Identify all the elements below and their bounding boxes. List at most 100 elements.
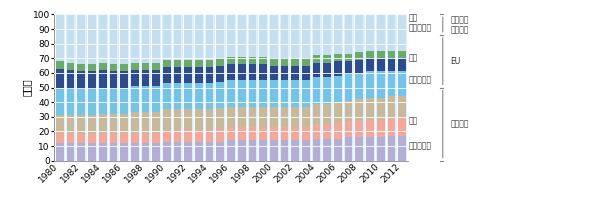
Bar — [259, 80, 267, 107]
Bar — [323, 14, 331, 55]
Bar — [142, 70, 149, 86]
Bar — [377, 71, 385, 98]
Bar — [238, 107, 245, 127]
Bar — [388, 14, 395, 51]
Bar — [292, 58, 299, 66]
Bar — [77, 14, 85, 64]
Bar — [173, 142, 181, 161]
Bar — [163, 14, 170, 60]
Bar — [217, 14, 224, 58]
Bar — [270, 140, 278, 161]
Bar — [152, 143, 160, 161]
Text: 域内: 域内 — [409, 14, 418, 23]
Bar — [217, 66, 224, 82]
Bar — [345, 14, 352, 54]
Bar — [323, 55, 331, 63]
Bar — [270, 58, 278, 66]
Bar — [259, 140, 267, 161]
Bar — [120, 14, 128, 64]
Bar — [77, 64, 85, 71]
Bar — [345, 61, 352, 74]
Bar — [366, 58, 374, 71]
Bar — [217, 129, 224, 142]
Bar — [184, 67, 192, 83]
Bar — [88, 14, 96, 64]
Bar — [152, 133, 160, 143]
Bar — [355, 73, 363, 99]
Bar — [302, 66, 310, 80]
Bar — [227, 107, 235, 127]
Bar — [184, 142, 192, 161]
Bar — [259, 107, 267, 127]
Bar — [184, 83, 192, 110]
Bar — [323, 77, 331, 104]
Bar — [67, 63, 74, 70]
Bar — [334, 54, 342, 61]
Bar — [388, 118, 395, 136]
Bar — [142, 86, 149, 112]
Bar — [56, 14, 64, 61]
Bar — [99, 88, 107, 114]
Bar — [323, 63, 331, 77]
Bar — [334, 123, 342, 139]
Y-axis label: （％）: （％） — [21, 79, 31, 96]
Bar — [195, 60, 203, 67]
Bar — [152, 86, 160, 112]
Bar — [152, 112, 160, 133]
Bar — [388, 58, 395, 71]
Bar — [292, 66, 299, 80]
Bar — [281, 80, 289, 107]
Bar — [206, 142, 214, 161]
Bar — [99, 114, 107, 133]
Text: その他世界: その他世界 — [409, 142, 432, 151]
Bar — [302, 14, 310, 58]
Bar — [99, 143, 107, 161]
Bar — [110, 89, 117, 114]
Bar — [99, 14, 107, 63]
Bar — [238, 14, 245, 57]
Bar — [292, 107, 299, 127]
Bar — [238, 57, 245, 64]
Bar — [248, 64, 256, 80]
Bar — [334, 139, 342, 161]
Bar — [77, 134, 85, 143]
Bar — [281, 107, 289, 127]
Bar — [173, 83, 181, 110]
Bar — [292, 140, 299, 161]
Bar — [56, 133, 64, 143]
Bar — [377, 98, 385, 120]
Bar — [206, 14, 214, 60]
Bar — [120, 114, 128, 133]
Bar — [67, 115, 74, 133]
Bar — [142, 14, 149, 63]
Bar — [195, 142, 203, 161]
Bar — [323, 139, 331, 161]
Bar — [281, 58, 289, 66]
Bar — [227, 80, 235, 107]
Bar — [110, 64, 117, 71]
Bar — [110, 14, 117, 64]
Bar — [131, 14, 139, 63]
Text: その他世界: その他世界 — [409, 24, 432, 33]
Bar — [173, 110, 181, 130]
Text: 域内: 域内 — [409, 117, 418, 126]
Bar — [292, 14, 299, 58]
Bar — [334, 14, 342, 54]
Bar — [248, 107, 256, 127]
Bar — [366, 71, 374, 98]
Bar — [366, 98, 374, 120]
Bar — [302, 58, 310, 66]
Bar — [248, 14, 256, 57]
Bar — [388, 136, 395, 161]
Bar — [377, 58, 385, 71]
Bar — [77, 71, 85, 89]
Bar — [163, 83, 170, 110]
Bar — [56, 88, 64, 115]
Bar — [270, 107, 278, 127]
Bar — [227, 57, 235, 64]
Bar — [248, 127, 256, 140]
Bar — [313, 104, 320, 124]
Bar — [313, 124, 320, 139]
Bar — [120, 71, 128, 88]
Bar — [345, 101, 352, 121]
